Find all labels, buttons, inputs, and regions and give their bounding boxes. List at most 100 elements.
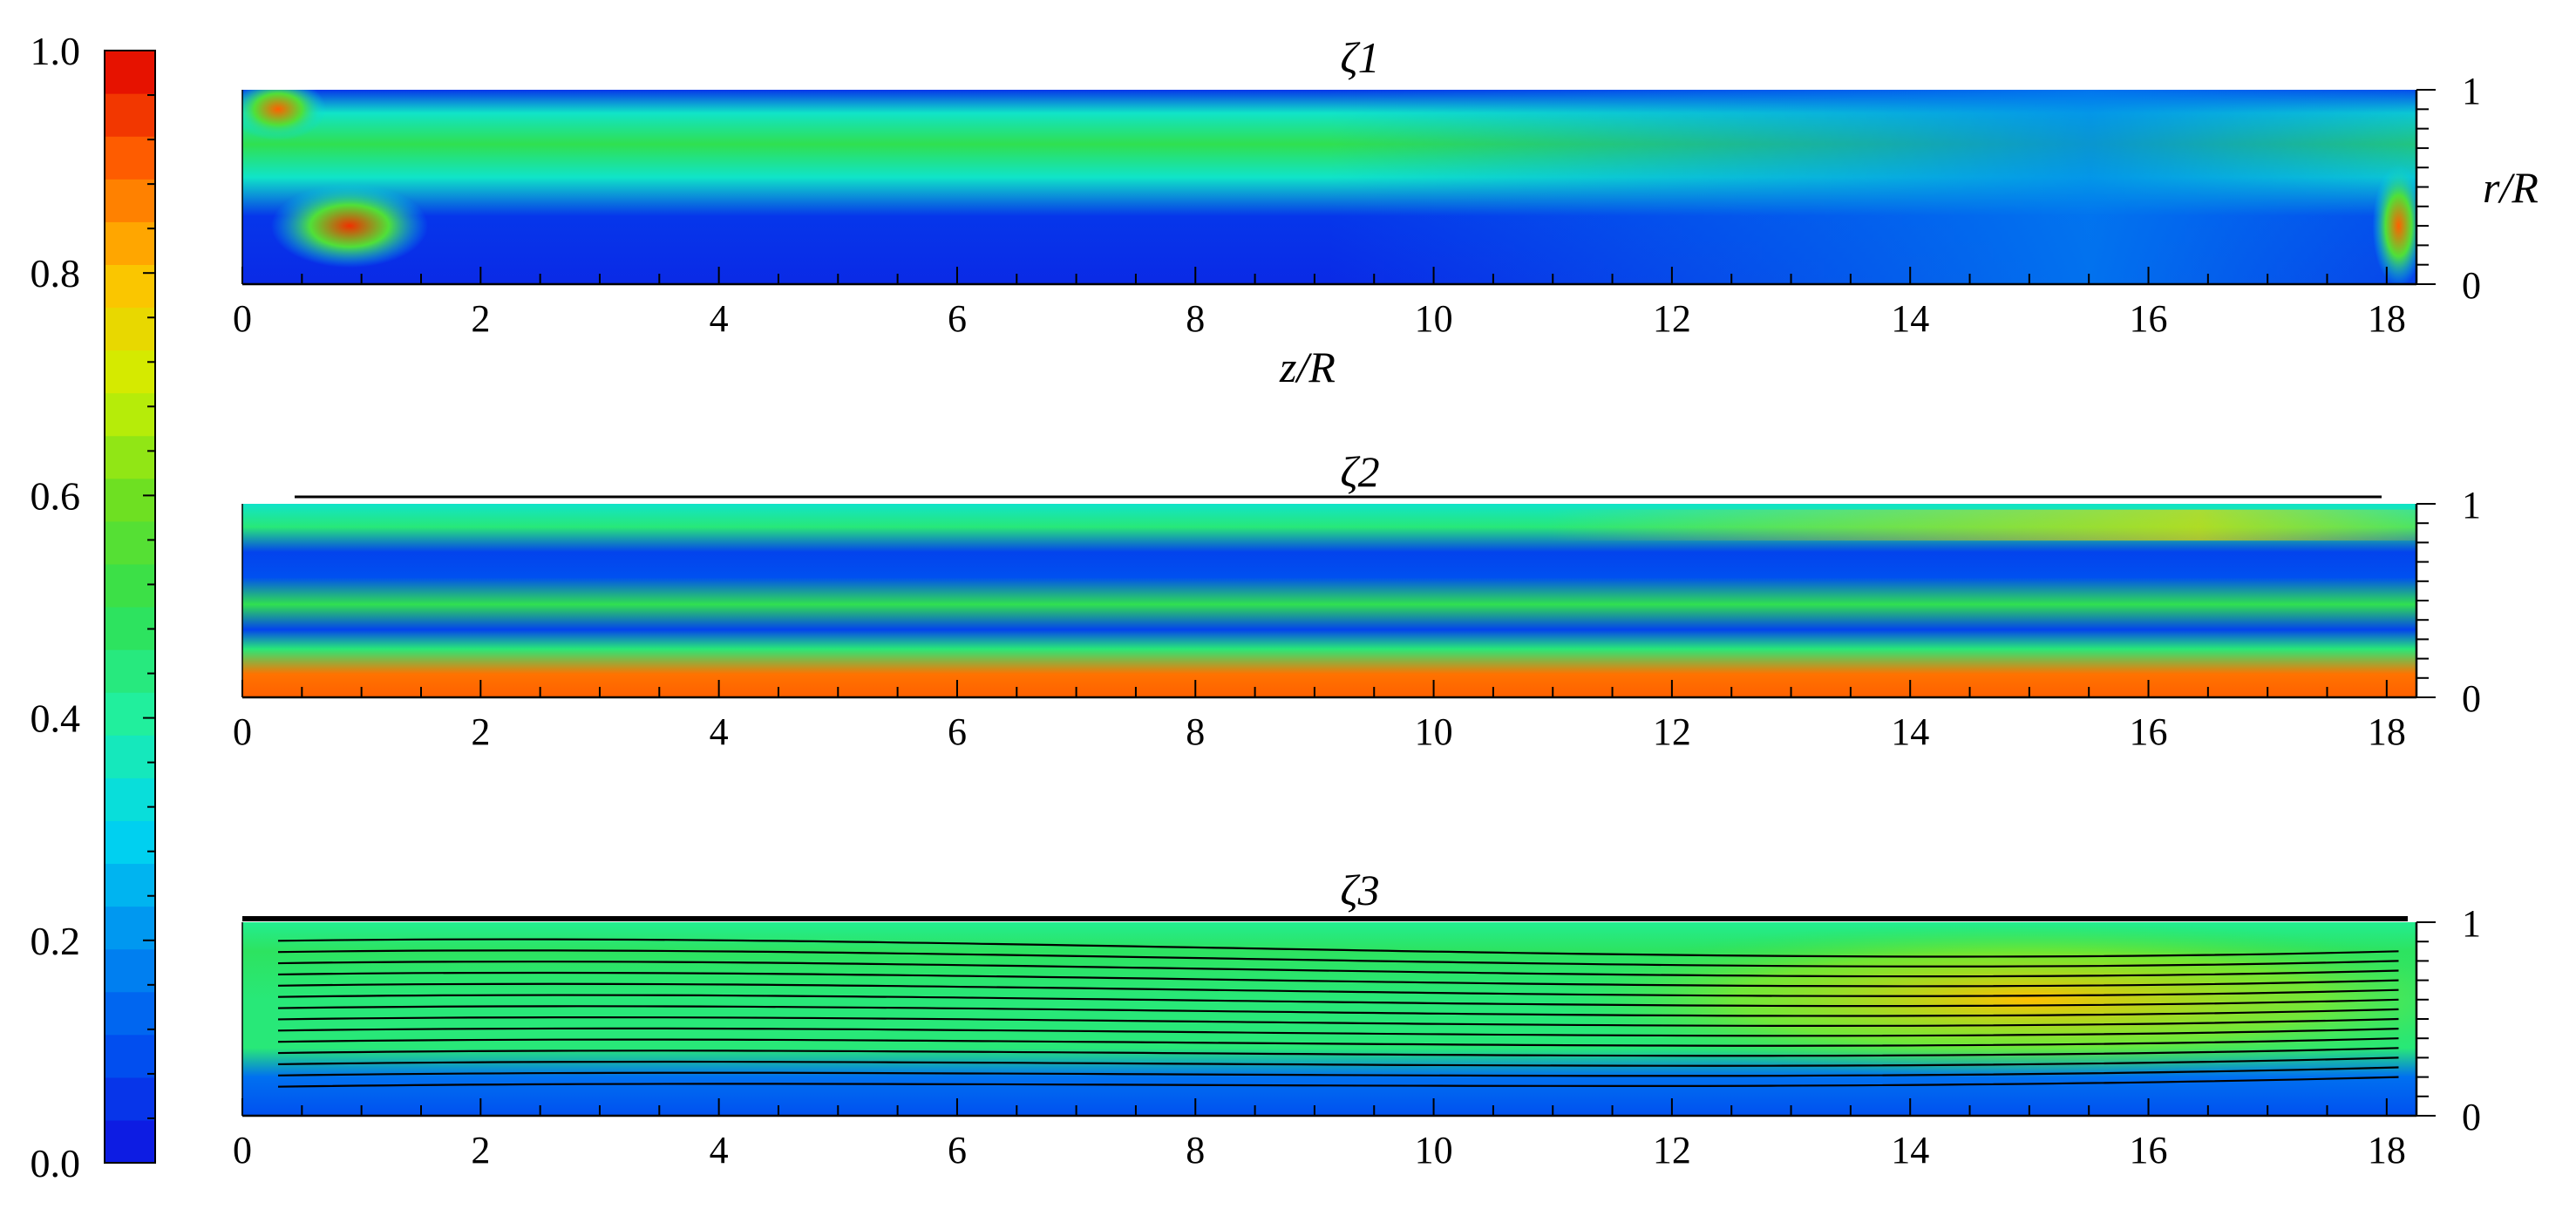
x-tick-label: 12 [1653,710,1691,753]
panel-plot-area [242,90,2416,284]
colorbar-level [105,1119,155,1164]
colorbar-level [105,1077,155,1121]
hotspot [2372,165,2416,284]
x-tick-label: 10 [1415,710,1453,753]
colorbar-level [105,607,155,650]
x-tick-label: 0 [233,297,252,340]
colorbar-level [105,563,155,608]
x-tick-label: 2 [471,297,490,340]
x-tick-label: 14 [1891,297,1929,340]
panel-zeta2: 0 2 4 6 8 10 12 14 16 18 0 1 ζ2 [233,447,2481,753]
colorbar-level [105,392,155,437]
x-tick-label: 16 [2130,297,2168,340]
x-tick-label: 8 [1186,297,1205,340]
colorbar-tick-label: 0.0 [31,1141,81,1185]
colorbar-level [105,948,155,993]
x-tick-label: 6 [948,1129,967,1172]
x-tick-label: 18 [2368,297,2406,340]
colorbar-tick-label: 0.4 [31,696,81,741]
y-axis-label: r/R [2483,163,2539,212]
x-tick-label: 18 [2368,710,2406,753]
y-tick-label: 1 [2462,484,2481,526]
panel-plot-area [242,922,2416,1116]
y-tick-label: 0 [2462,677,2481,720]
colorbar-level [105,906,155,950]
colorbar-level [105,778,155,821]
x-tick-label: 10 [1415,297,1453,340]
x-tick-label: 14 [1891,710,1929,753]
upper-band-highlight [242,509,2416,541]
x-tick-label: 16 [2130,1129,2168,1172]
hotspot [242,90,326,141]
y-tick-label: 0 [2462,264,2481,307]
x-tick-label: 0 [233,1129,252,1172]
colorbar-level [105,649,155,693]
colorbar-level [105,820,155,865]
colorbar-level [105,264,155,309]
streamline [277,1015,2399,1027]
colorbar-level [105,435,155,479]
panel-axes: 0 2 4 6 8 10 12 14 16 18 0 1 [233,484,2481,753]
colorbar-level [105,991,155,1036]
streamline [277,1076,2399,1088]
panel-zeta1: 0 2 4 6 8 10 12 14 16 18 0 1 ζ1 z/R r/R [233,33,2539,391]
colorbar-level [105,221,155,265]
streamline [277,982,2399,997]
panel-title: ζ3 [1340,866,1379,914]
x-tick-label: 0 [233,710,252,753]
x-tick-label: 8 [1186,1129,1205,1172]
x-tick-label: 6 [948,710,967,753]
x-tick-label: 4 [710,297,729,340]
streamline [277,949,2399,968]
streamline [277,971,2399,988]
colorbar-labels: 0.0 0.2 0.4 0.6 0.8 1.0 [31,29,81,1185]
x-tick-label: 2 [471,1129,490,1172]
streamline [277,1005,2399,1017]
streamline [277,938,2399,958]
colorbar-tick-label: 0.8 [31,251,81,295]
colorbar-level [105,136,155,180]
x-tick-label: 18 [2368,1129,2406,1172]
hot-region [1541,922,2416,1078]
colorbar-level [105,735,155,778]
colorbar-level [105,350,155,394]
streamline [277,1066,2399,1077]
panel-axes: 0 2 4 6 8 10 12 14 16 18 0 1 [233,902,2481,1172]
panel-zeta3: 0 2 4 6 8 10 12 14 16 18 0 1 ζ3 [233,866,2481,1172]
colorbar-swatches [105,51,155,1164]
x-tick-label: 12 [1653,297,1691,340]
x-tick-label: 4 [710,710,729,753]
y-tick-label: 0 [2462,1096,2481,1138]
x-tick-label: 8 [1186,710,1205,753]
colorbar-ticks [143,50,155,1164]
x-tick-label: 16 [2130,710,2168,753]
streamline [277,1056,2399,1067]
panel-title: ζ1 [1340,33,1379,82]
field-fade [242,90,2416,284]
colorbar-level [105,520,155,565]
colorbar-level [105,692,155,736]
y-tick-label: 1 [2462,70,2481,112]
colorbar: 0.0 0.2 0.4 0.6 0.8 1.0 [31,29,156,1185]
x-tick-label: 10 [1415,1129,1453,1172]
colorbar-level [105,863,155,907]
x-tick-label: 12 [1653,1129,1691,1172]
colorbar-frame [104,50,156,1164]
colorbar-level [105,179,155,222]
x-axis-label: z/R [1279,343,1336,391]
streamline [277,961,2399,978]
x-tick-label: 2 [471,710,490,753]
streamline [277,994,2399,1008]
panel-axes: 0 2 4 6 8 10 12 14 16 18 0 1 [233,70,2481,340]
colorbar-tick-label: 0.6 [31,473,81,518]
colorbar-level [105,51,155,94]
x-tick-label: 6 [948,297,967,340]
streamline [277,1027,2399,1037]
panel-plot-area [242,504,2416,697]
colorbar-level [105,1034,155,1078]
hotspot [270,184,428,268]
colorbar-level [105,307,155,351]
streamline [277,1037,2399,1047]
colorbar-level [105,478,155,522]
